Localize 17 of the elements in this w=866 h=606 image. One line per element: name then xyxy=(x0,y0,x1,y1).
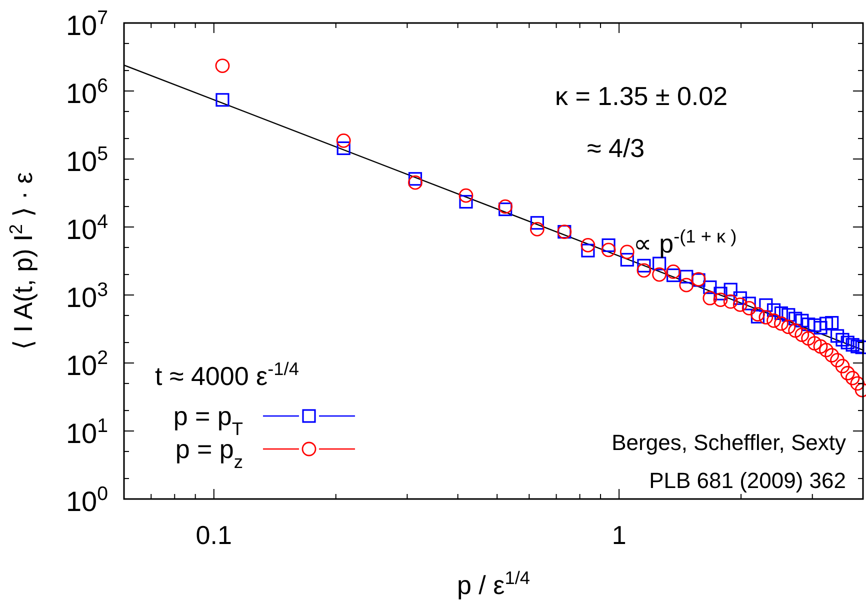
y-tick-label: 10$^{2}$ xyxy=(66,347,108,381)
y-tick-label: 10$^{0}$ xyxy=(66,483,108,517)
y-tick-label: 10$^{5}$ xyxy=(66,143,108,177)
x-tick-label: 1 xyxy=(612,520,626,550)
annotation: ≈ 4/3 xyxy=(587,133,645,163)
x-tick-label: 0.1 xyxy=(196,520,232,550)
y-tick-label: 10$^{3}$ xyxy=(66,279,108,313)
x-axis-title: p / ε$^{1/4}$ xyxy=(456,568,530,600)
y-tick-label: 10$^{1}$ xyxy=(66,415,108,449)
y-tick-label: 10$^{7}$ xyxy=(66,7,108,41)
annotation: Berges, Scheffler, Sexty xyxy=(612,430,846,455)
y-tick-label: 10$^{6}$ xyxy=(66,75,108,109)
annotation: PLB 681 (2009) 362 xyxy=(649,468,846,493)
annotation: κ = 1.35 ± 0.02 xyxy=(555,81,728,111)
legend-title: t ≈ 4000 ε$^{-1/4}$ xyxy=(155,359,299,391)
y-tick-label: 10$^{4}$ xyxy=(66,211,108,245)
series-label: ∝ p$^{-(1 + κ )}$ xyxy=(633,226,737,259)
